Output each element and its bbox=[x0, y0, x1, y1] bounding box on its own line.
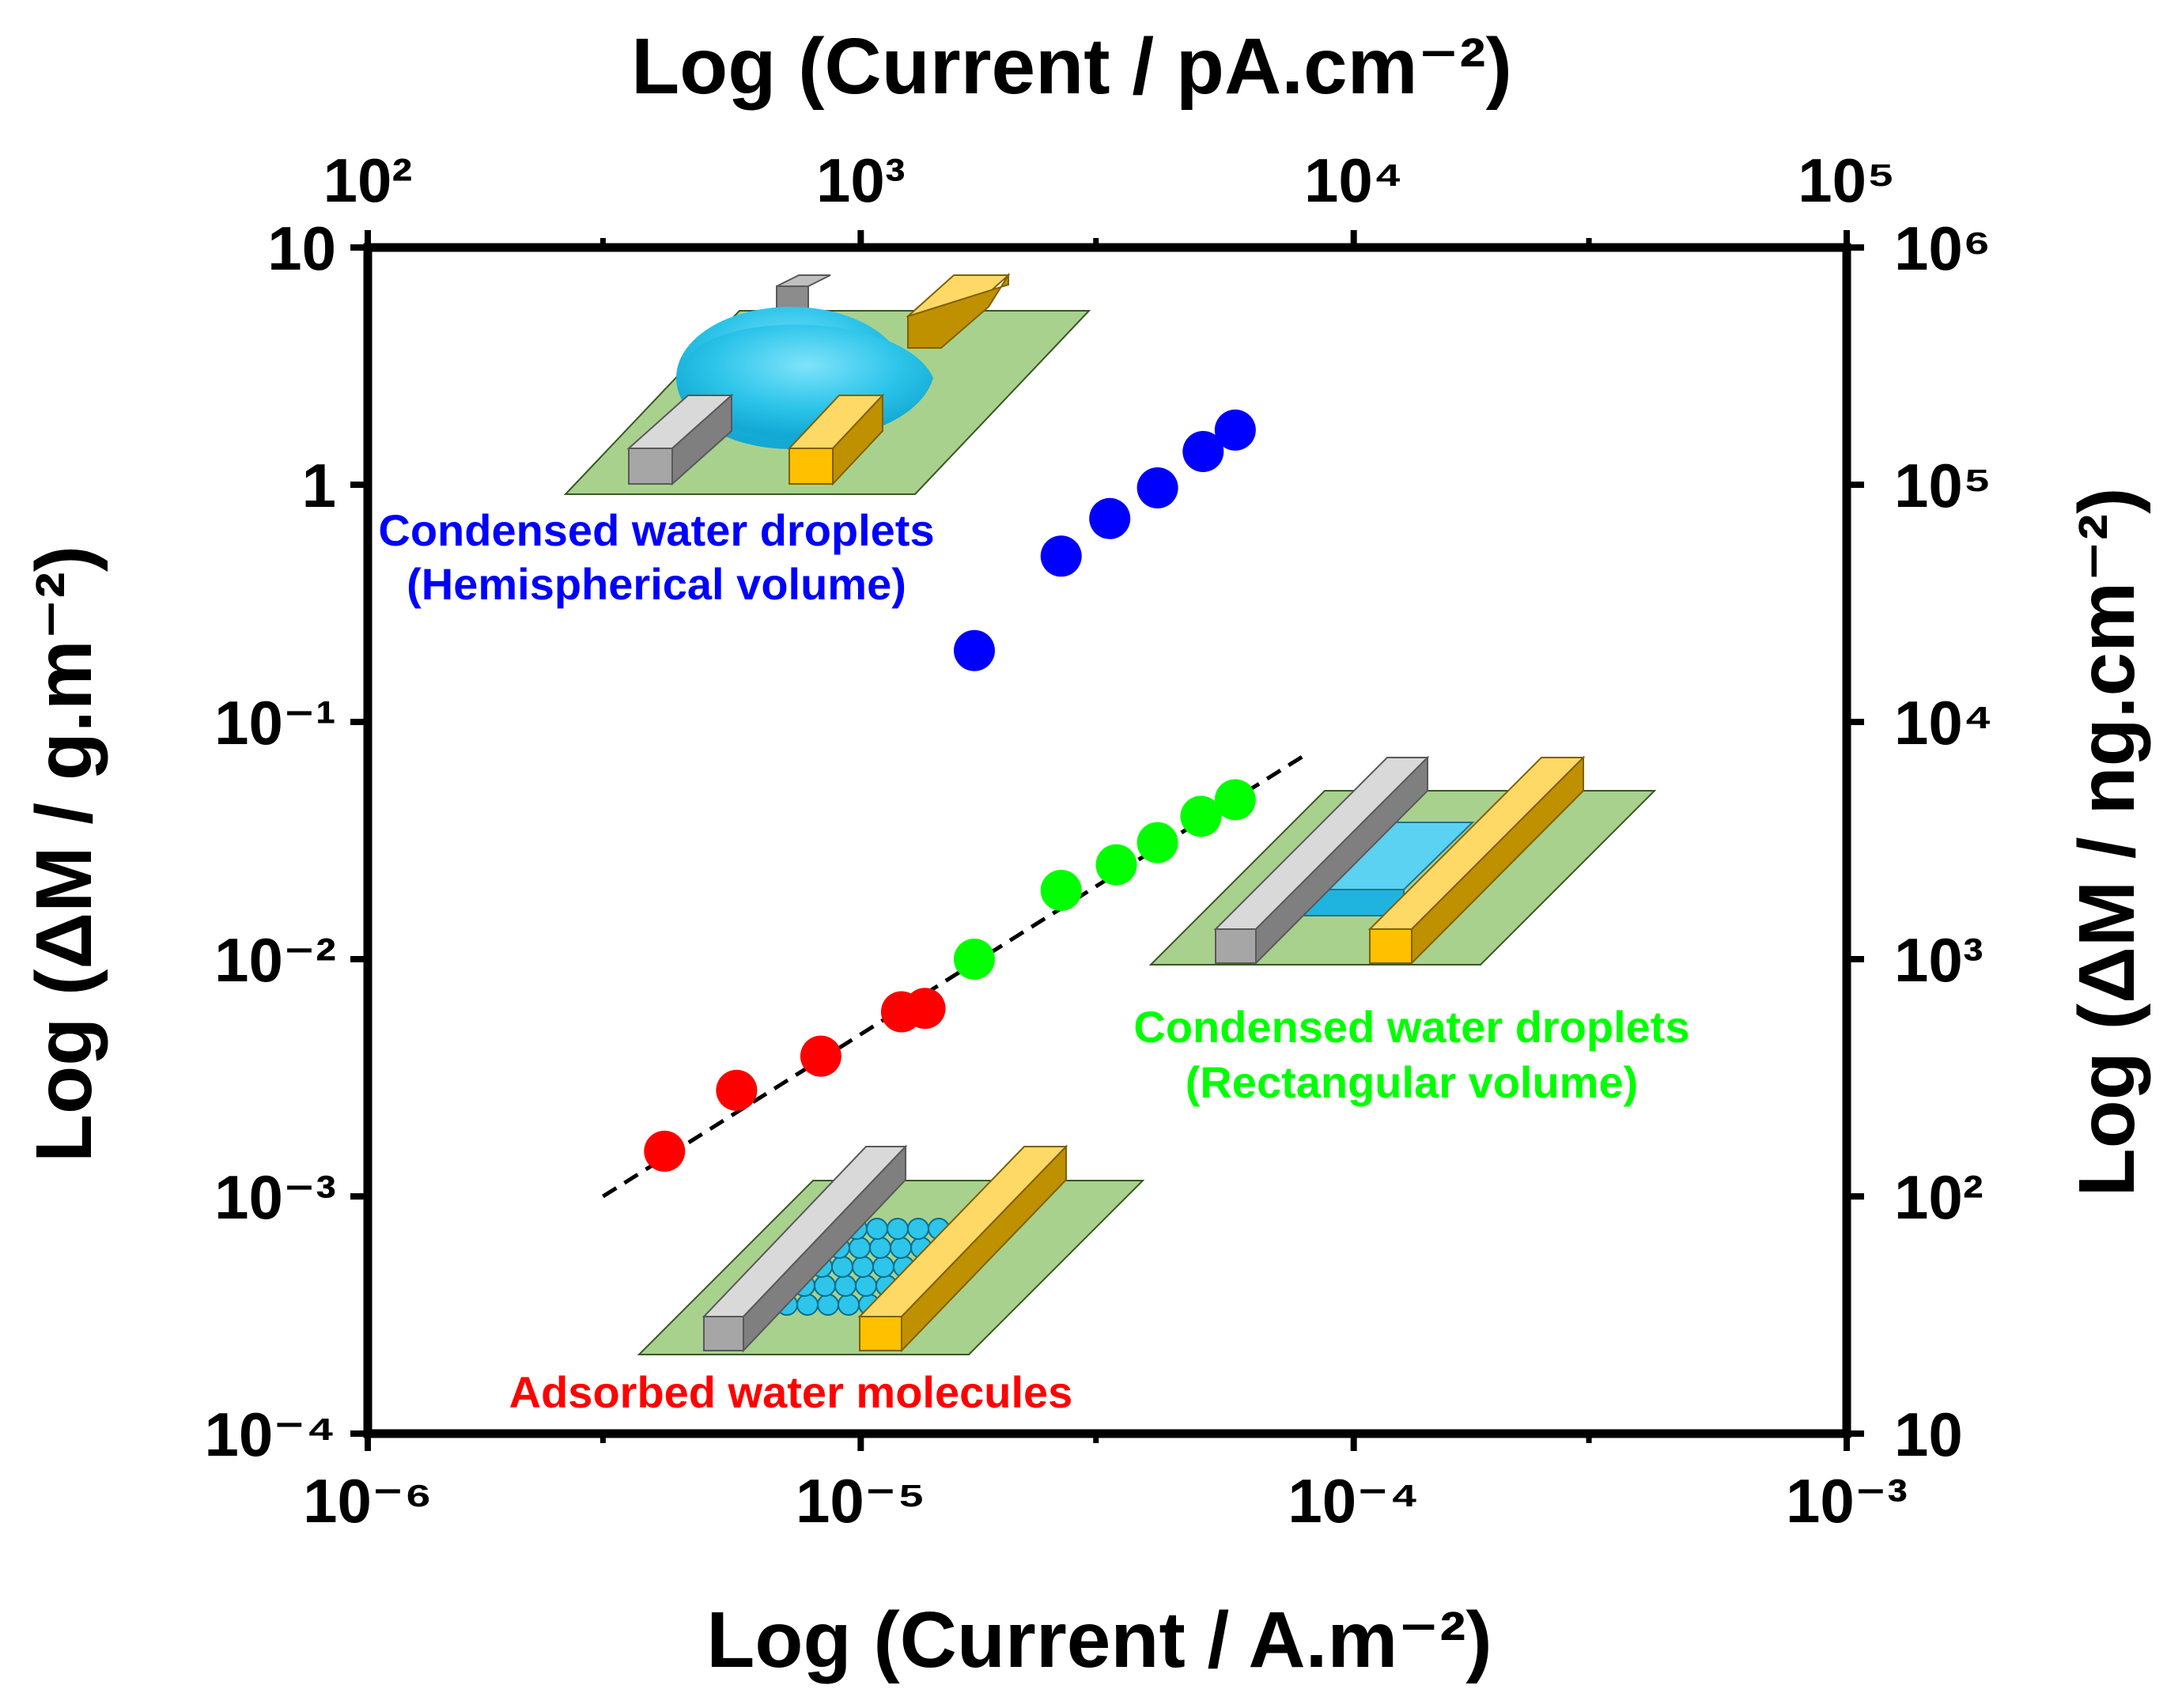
annotation-adsorbed: Adsorbed water molecules bbox=[509, 1367, 1073, 1417]
x-axis-title-bottom: Log (Current / A.m⁻²) bbox=[706, 1596, 1492, 1684]
y-tick-label-right: 10⁴ bbox=[1894, 688, 1993, 758]
y-tick-label-left: 1 bbox=[302, 451, 336, 520]
data-point-series-0 bbox=[1136, 467, 1178, 508]
data-point-series-2 bbox=[800, 1035, 841, 1077]
y-tick-label-left: 10⁻¹ bbox=[214, 688, 336, 758]
water-molecule bbox=[866, 1218, 888, 1240]
water-molecule bbox=[890, 1237, 912, 1259]
x-tick-label-bottom: 10⁻⁶ bbox=[303, 1466, 433, 1536]
data-point-series-1 bbox=[953, 939, 995, 980]
x-tick-label-bottom: 10⁻⁵ bbox=[796, 1466, 926, 1536]
x-tick-label-top: 10³ bbox=[816, 145, 906, 215]
schematic-rectangular-droplet bbox=[1148, 755, 1657, 965]
y-tick-label-right: 10 bbox=[1894, 1400, 1963, 1469]
water-molecule bbox=[838, 1294, 860, 1316]
data-point-series-2 bbox=[644, 1130, 686, 1172]
water-molecule bbox=[907, 1218, 929, 1240]
data-point-series-1 bbox=[1095, 844, 1137, 886]
data-point-series-0 bbox=[1182, 431, 1224, 473]
water-molecule bbox=[814, 1275, 836, 1297]
x-axis-title-top: Log (Current / pA.cm⁻²) bbox=[631, 22, 1512, 111]
y-ticks-left: 10 1 10⁻¹ 10⁻² 10⁻³ 10⁻⁴ bbox=[204, 214, 336, 1469]
data-point-series-2 bbox=[904, 988, 946, 1030]
x-tick-label-top: 10² bbox=[323, 145, 413, 215]
data-point-series-1 bbox=[1136, 822, 1178, 863]
data-point-series-1 bbox=[1180, 795, 1222, 837]
x-tick-label-bottom: 10⁻³ bbox=[1786, 1466, 1908, 1536]
water-molecule bbox=[852, 1256, 874, 1278]
annotation-hemispherical-line2: (Hemispherical volume) bbox=[407, 559, 906, 609]
annotation-rectangular-line1: Condensed water droplets bbox=[1133, 1002, 1689, 1052]
data-point-series-0 bbox=[953, 629, 995, 671]
water-molecule bbox=[849, 1237, 871, 1259]
data-points bbox=[644, 409, 1256, 1172]
data-point-series-0 bbox=[1214, 409, 1256, 451]
x-ticks-bottom: 10⁻⁶ 10⁻⁵ 10⁻⁴ 10⁻³ bbox=[303, 1466, 1908, 1536]
x-ticks-top: 10² 10³ 10⁴ 10⁵ bbox=[323, 145, 1896, 215]
data-point-series-1 bbox=[1040, 869, 1082, 911]
y-tick-label-left: 10 bbox=[267, 214, 336, 283]
x-tick-label-top: 10⁵ bbox=[1798, 145, 1895, 215]
schematic-adsorbed-molecules bbox=[637, 1144, 1145, 1355]
water-molecule bbox=[834, 1275, 857, 1297]
water-molecule bbox=[817, 1294, 839, 1316]
annotation-rectangular-line2: (Rectangular volume) bbox=[1186, 1057, 1639, 1107]
x-tick-label-bottom: 10⁻⁴ bbox=[1288, 1466, 1420, 1536]
y-tick-label-right: 10⁶ bbox=[1894, 214, 1991, 283]
y-tick-label-right: 10³ bbox=[1894, 925, 1984, 995]
data-point-series-2 bbox=[716, 1069, 758, 1111]
x-tick-label-top: 10⁴ bbox=[1304, 145, 1403, 215]
data-point-series-0 bbox=[1089, 497, 1131, 539]
water-molecule bbox=[869, 1237, 891, 1259]
y-tick-label-right: 10² bbox=[1894, 1162, 1984, 1232]
water-molecule bbox=[872, 1256, 894, 1278]
y-ticks-right: 10⁶ 10⁵ 10⁴ 10³ 10² 10 bbox=[1894, 214, 1993, 1469]
annotation-hemispherical-line1: Condensed water droplets bbox=[378, 505, 934, 555]
data-point-series-1 bbox=[1214, 779, 1256, 821]
water-molecule bbox=[796, 1294, 819, 1316]
schematic-hemispherical-droplet bbox=[563, 272, 1091, 495]
plot-frame bbox=[363, 243, 1851, 1438]
y-axis-title-right: Log (ΔM / ng.cm⁻²) bbox=[2063, 488, 2151, 1197]
data-point-series-0 bbox=[1040, 535, 1082, 577]
y-tick-label-right: 10⁵ bbox=[1894, 451, 1991, 520]
y-tick-label-left: 10⁻² bbox=[214, 925, 336, 995]
water-molecule bbox=[855, 1275, 877, 1297]
y-tick-label-left: 10⁻⁴ bbox=[204, 1400, 336, 1469]
water-molecule bbox=[831, 1256, 853, 1278]
tick-marks bbox=[350, 230, 1864, 1451]
y-axis-title-left: Log (ΔM / g.m⁻²) bbox=[20, 546, 108, 1162]
y-tick-label-left: 10⁻³ bbox=[214, 1162, 336, 1232]
water-molecule bbox=[887, 1218, 909, 1240]
